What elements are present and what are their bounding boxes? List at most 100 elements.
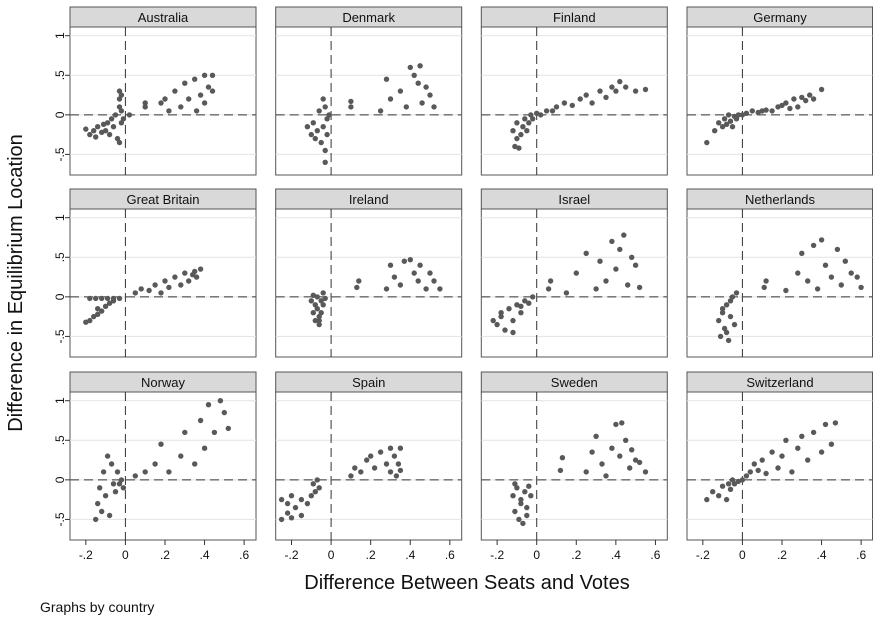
point	[87, 317, 93, 324]
point	[810, 429, 817, 436]
point	[593, 433, 599, 439]
point	[514, 485, 520, 491]
point	[727, 486, 734, 492]
point	[603, 278, 609, 284]
plot-area	[275, 208, 463, 358]
y-tick-label: 0	[53, 111, 67, 118]
point	[543, 108, 550, 114]
point	[723, 329, 730, 336]
point	[613, 266, 619, 272]
point	[348, 104, 354, 110]
point	[787, 105, 793, 112]
point	[583, 92, 589, 98]
x-tick-label: .6	[650, 548, 660, 562]
point	[589, 100, 595, 106]
point	[284, 500, 291, 507]
point	[593, 286, 599, 292]
point	[518, 131, 524, 138]
y-tick-label: -.5	[53, 512, 67, 526]
point	[312, 489, 318, 495]
point	[415, 80, 421, 86]
plot-area	[686, 26, 873, 176]
point	[201, 445, 208, 451]
point	[716, 120, 722, 126]
point	[284, 510, 291, 516]
point	[524, 504, 530, 511]
point	[403, 104, 409, 110]
point	[763, 278, 769, 284]
point	[775, 465, 781, 471]
point	[729, 124, 736, 130]
point	[356, 278, 362, 284]
point	[719, 124, 726, 130]
point	[182, 429, 188, 436]
point	[118, 477, 125, 483]
point	[522, 116, 528, 122]
point	[158, 100, 164, 106]
point	[316, 321, 322, 328]
x-tick-label: 0	[533, 548, 540, 562]
point	[310, 292, 316, 298]
point	[795, 104, 801, 110]
point	[769, 449, 775, 455]
point	[371, 465, 378, 471]
point	[623, 437, 629, 443]
point	[583, 469, 589, 475]
point	[619, 420, 625, 426]
point	[514, 120, 520, 126]
point	[166, 469, 172, 475]
point	[783, 437, 789, 443]
point	[526, 300, 532, 306]
point	[524, 512, 530, 519]
point	[387, 96, 394, 102]
x-tick-label: .2	[571, 548, 581, 562]
panel-title: Denmark	[342, 10, 395, 25]
point	[201, 100, 208, 106]
point	[387, 262, 394, 268]
point	[110, 295, 117, 302]
point	[138, 286, 144, 292]
point	[603, 473, 609, 479]
point	[783, 100, 789, 106]
point	[391, 274, 398, 280]
point	[723, 302, 730, 308]
point	[352, 465, 358, 471]
point	[828, 274, 835, 280]
point	[186, 278, 192, 284]
point	[721, 116, 728, 122]
point	[526, 120, 532, 126]
point	[211, 429, 218, 436]
point	[712, 128, 718, 134]
point	[731, 481, 738, 487]
point	[112, 489, 119, 495]
point	[407, 64, 413, 71]
point	[364, 457, 370, 463]
point	[617, 246, 623, 253]
point	[795, 445, 801, 451]
point	[522, 298, 528, 304]
point	[91, 313, 97, 320]
point	[310, 310, 316, 316]
point	[625, 282, 631, 288]
panel-title: Ireland	[349, 192, 389, 207]
point	[314, 477, 320, 483]
panel-title: Norway	[141, 375, 186, 390]
point	[577, 96, 583, 102]
point	[298, 512, 305, 519]
point	[320, 96, 326, 102]
plot-area	[686, 208, 873, 358]
point	[197, 266, 204, 272]
point	[559, 455, 566, 461]
point	[97, 485, 103, 491]
point	[769, 108, 775, 114]
point	[383, 76, 390, 82]
point	[498, 313, 504, 320]
panel-title: Spain	[352, 375, 385, 390]
y-tick-label: .5	[53, 435, 67, 445]
point	[93, 516, 99, 523]
point	[401, 258, 407, 264]
point	[118, 120, 125, 126]
y-tick-label: 1	[53, 397, 67, 404]
point	[298, 496, 305, 503]
point	[704, 139, 710, 146]
